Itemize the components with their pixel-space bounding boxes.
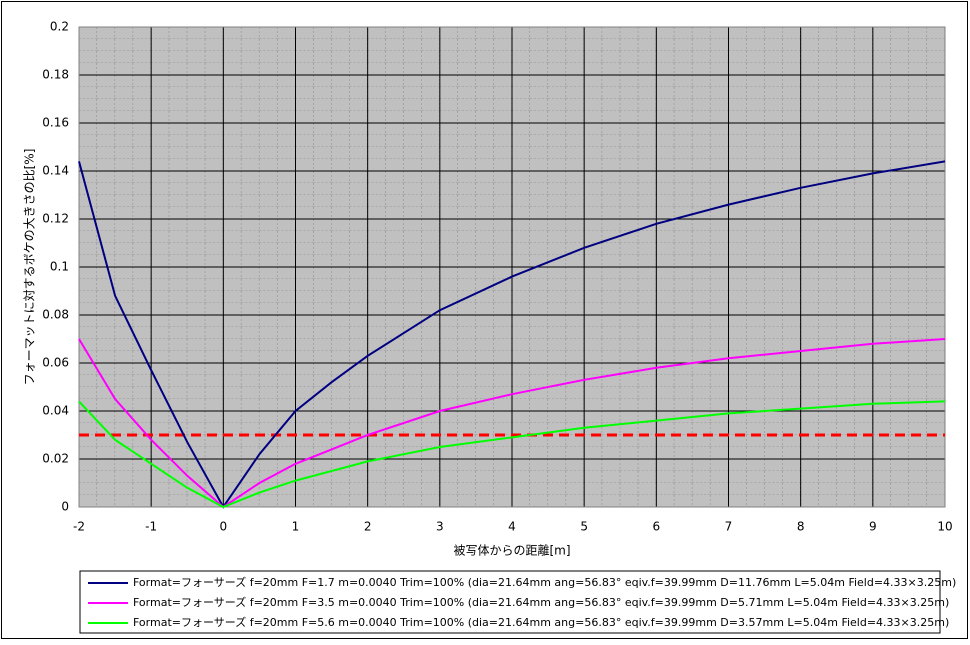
y-tick-label: 0.08 <box>42 308 69 322</box>
y-tick-label: 0.04 <box>42 404 69 418</box>
series-line <box>78 400 946 509</box>
legend <box>79 570 941 634</box>
x-tick-label: 0 <box>220 520 228 534</box>
x-axis-label: 被写体からの距離[m] <box>453 544 570 558</box>
x-tick-label: 2 <box>364 520 372 534</box>
x-tick-label: 3 <box>436 520 444 534</box>
x-tick-label: 10 <box>937 520 952 534</box>
x-tick-label: 6 <box>653 520 661 534</box>
x-tick-label: -1 <box>145 520 157 534</box>
y-tick-label: 0.12 <box>42 212 69 226</box>
y-tick-label: 0.14 <box>42 164 69 178</box>
series-line <box>78 160 946 509</box>
plot-border <box>78 26 946 508</box>
series-line <box>78 338 946 509</box>
legend-label: Format=フォーサーズ f=20mm F=5.6 m=0.0040 Trim… <box>133 615 949 629</box>
x-tick-label: 5 <box>580 520 588 534</box>
y-tick-label: 0.16 <box>42 116 69 130</box>
y-tick-label: 0.18 <box>42 68 69 82</box>
y-tick-label: 0.02 <box>42 452 69 466</box>
y-tick-label: 0.06 <box>42 356 69 370</box>
x-tick-label: 9 <box>869 520 877 534</box>
y-tick-label: 0 <box>61 500 69 514</box>
legend-label: Format=フォーサーズ f=20mm F=1.7 m=0.0040 Trim… <box>133 575 956 589</box>
x-tick-label: 8 <box>797 520 805 534</box>
y-tick-label: 0.1 <box>50 260 69 274</box>
y-axis-label: フォーマットに対するボケの大きさの比[%] <box>23 149 37 386</box>
x-tick-label: 1 <box>292 520 300 534</box>
y-tick-label: 0.2 <box>50 20 69 34</box>
legend-label: Format=フォーサーズ f=20mm F=3.5 m=0.0040 Trim… <box>133 595 949 609</box>
x-tick-label: -2 <box>73 520 85 534</box>
x-tick-label: 7 <box>725 520 733 534</box>
x-tick-label: 4 <box>508 520 516 534</box>
